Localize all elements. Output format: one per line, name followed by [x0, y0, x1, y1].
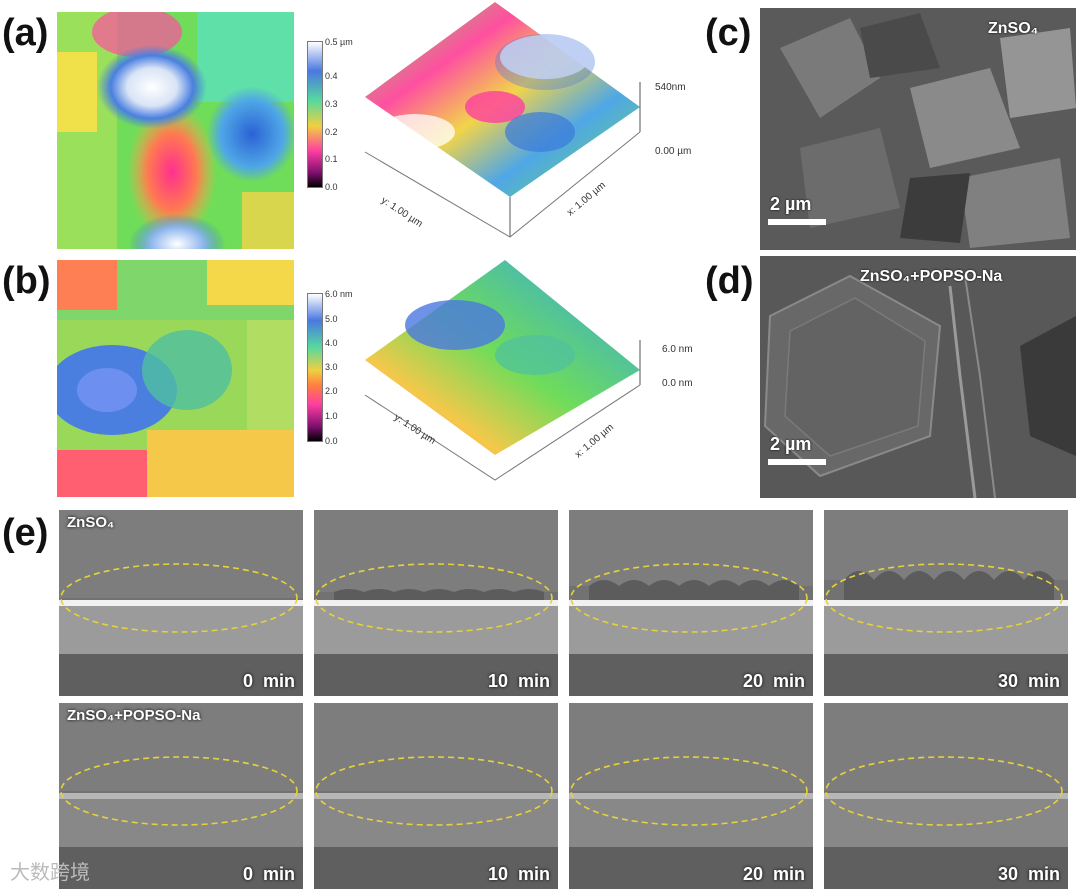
- afm-3d-surface-b: [355, 255, 655, 490]
- sem-d-scale-bar: [768, 459, 826, 465]
- sem-c-scale-text: 2 µm: [770, 194, 812, 214]
- frame-time-label: 30 min: [997, 864, 1060, 884]
- colorbar-b: [307, 293, 323, 442]
- colorbar-a-tick-0: 0.5 µm: [325, 37, 353, 47]
- afm-b-z-bottom: 0.0 nm: [662, 378, 693, 389]
- colorbar-b-tick-5: 1.0: [325, 411, 338, 421]
- sem-d-label: ZnSO₄+POPSO-Na: [860, 268, 1003, 285]
- colorbar-a: [307, 41, 323, 188]
- colorbar-a-tick-1: 0.4: [325, 71, 338, 81]
- highlight-ellipse: [315, 756, 553, 826]
- colorbar-a-tick-2: 0.3: [325, 99, 338, 109]
- frame-row-label: ZnSO₄: [67, 514, 115, 531]
- frame-time-label: 0 min: [242, 671, 295, 691]
- microscopy-frame: 30 min: [824, 510, 1068, 696]
- afm-a-z-top: 540nm: [655, 82, 686, 93]
- highlight-ellipse: [570, 563, 808, 633]
- highlight-ellipse: [825, 756, 1063, 826]
- colorbar-b-tick-1: 5.0: [325, 314, 338, 324]
- colorbar-b-tick-6: 0.0: [325, 436, 338, 446]
- colorbar-b-tick-3: 3.0: [325, 362, 338, 372]
- microscopy-frame: 10 min: [314, 703, 558, 889]
- highlight-ellipse: [825, 563, 1063, 633]
- highlight-ellipse: [60, 756, 298, 826]
- frame-row-label: ZnSO₄+POPSO-Na: [67, 707, 201, 724]
- colorbar-b-tick-4: 2.0: [325, 386, 338, 396]
- colorbar-a-tick-4: 0.1: [325, 154, 338, 164]
- microscopy-frame: ZnSO₄+POPSO-Na 0 min: [59, 703, 303, 889]
- colorbar-a-tick-3: 0.2: [325, 127, 338, 137]
- microscopy-frame: 30 min: [824, 703, 1068, 889]
- microscopy-frame: 10 min: [314, 510, 558, 696]
- frame-time-label: 30 min: [997, 671, 1060, 691]
- afm-3d-surface-a: [355, 2, 655, 242]
- colorbar-b-tick-0: 6.0 nm: [325, 289, 353, 299]
- highlight-ellipse: [570, 756, 808, 826]
- colorbar-b-tick-2: 4.0: [325, 338, 338, 348]
- sem-image-d: ZnSO₄+POPSO-Na 2 µm: [760, 256, 1076, 498]
- afm-2d-map-b: [57, 260, 294, 497]
- panel-d-letter: (d): [705, 260, 754, 302]
- frame-time-label: 20 min: [742, 864, 805, 884]
- sem-image-c: ZnSO₄ 2 µm: [760, 8, 1076, 250]
- frame-time-label: 10 min: [487, 864, 550, 884]
- panel-c-letter: (c): [705, 12, 752, 54]
- microscopy-frame: 20 min: [569, 510, 813, 696]
- afm-2d-map-a: [57, 12, 294, 249]
- sem-d-scale-text: 2 µm: [770, 434, 812, 454]
- panel-e-letter: (e): [2, 512, 49, 554]
- afm-b-z-top: 6.0 nm: [662, 344, 693, 355]
- highlight-ellipse: [315, 563, 553, 633]
- microscopy-frame: 20 min: [569, 703, 813, 889]
- colorbar-a-tick-5: 0.0: [325, 182, 338, 192]
- highlight-ellipse: [60, 563, 298, 633]
- microscopy-frame: ZnSO₄ 0 min: [59, 510, 303, 696]
- watermark: 大数跨境: [10, 860, 90, 884]
- afm-a-z-bottom: 0.00 µm: [655, 146, 692, 157]
- panel-a-letter: (a): [2, 12, 49, 54]
- sem-c-scale-bar: [768, 219, 826, 225]
- sem-c-label: ZnSO₄: [988, 20, 1039, 37]
- panel-b-letter: (b): [2, 260, 51, 302]
- frame-time-label: 0 min: [242, 864, 295, 884]
- frame-time-label: 10 min: [487, 671, 550, 691]
- frame-time-label: 20 min: [742, 671, 805, 691]
